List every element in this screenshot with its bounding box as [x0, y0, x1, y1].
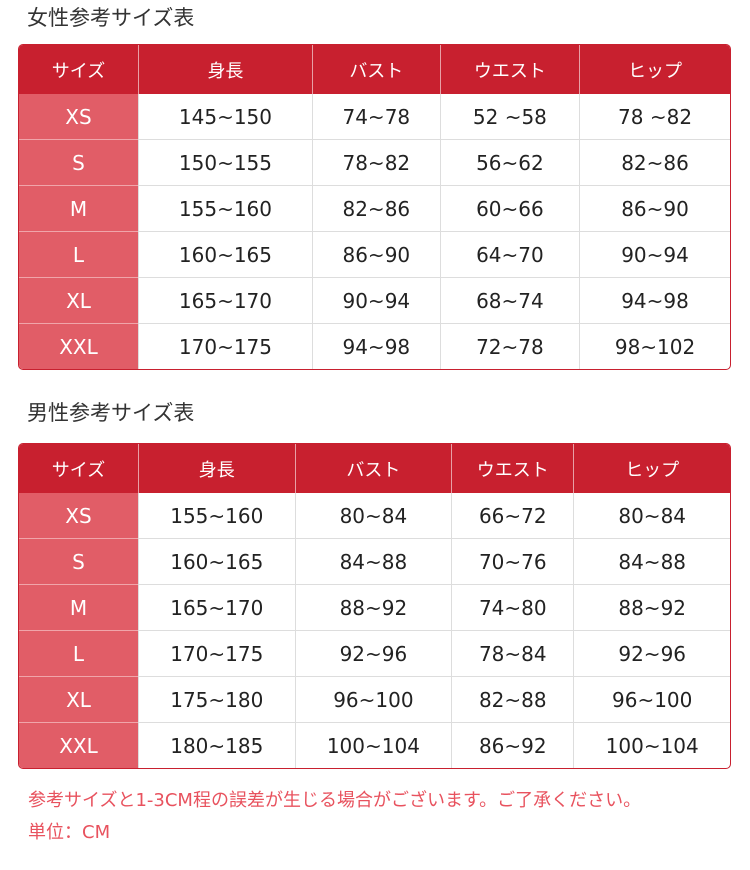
measurement-cell: 74~78 [311, 94, 440, 139]
measurement-cell: 155~160 [138, 493, 295, 538]
table-row: XL 175~180 96~100 82~88 96~100 [19, 676, 730, 722]
measurement-cell: 175~180 [138, 676, 295, 722]
measurement-cell: 82~86 [579, 139, 730, 185]
measurement-cell: 90~94 [311, 277, 440, 323]
column-header: サイズ [19, 45, 138, 94]
size-cell: M [19, 185, 138, 231]
measurement-cell: 165~170 [138, 584, 295, 630]
table-row: XS 155~160 80~84 66~72 80~84 [19, 493, 730, 538]
size-cell: S [19, 139, 138, 185]
measurement-cell: 56~62 [439, 139, 580, 185]
table-row: XS 145~150 74~78 52 ~58 78 ~82 [19, 94, 730, 139]
header-row: サイズ 身長 バスト ウエスト ヒップ [19, 444, 730, 493]
size-cell: XS [19, 94, 138, 139]
measurement-cell: 80~84 [294, 493, 452, 538]
measurement-cell: 96~100 [294, 676, 452, 722]
measurement-cell: 94~98 [311, 323, 440, 369]
measurement-cell: 72~78 [439, 323, 580, 369]
size-cell: XL [19, 676, 138, 722]
measurement-cell: 82~86 [311, 185, 440, 231]
measurement-cell: 88~92 [294, 584, 452, 630]
column-header: ヒップ [573, 444, 730, 493]
measurement-cell: 78~84 [451, 630, 574, 676]
measurement-cell: 145~150 [138, 94, 312, 139]
table-row: S 160~165 84~88 70~76 84~88 [19, 538, 730, 584]
women-size-chart-title: 女性参考サイズ表 [27, 6, 195, 30]
measurement-cell: 88~92 [573, 584, 730, 630]
column-header: 身長 [138, 444, 295, 493]
table-row: L 160~165 86~90 64~70 90~94 [19, 231, 730, 277]
column-header: ウエスト [439, 45, 580, 94]
column-header: ヒップ [579, 45, 730, 94]
size-cell: XXL [19, 722, 138, 768]
measurement-cell: 86~90 [579, 185, 730, 231]
measurement-cell: 160~165 [138, 231, 312, 277]
measurement-cell: 78 ~82 [579, 94, 730, 139]
measurement-cell: 86~90 [311, 231, 440, 277]
measurement-cell: 90~94 [579, 231, 730, 277]
measurement-cell: 82~88 [451, 676, 574, 722]
size-cell: XL [19, 277, 138, 323]
measurement-cell: 78~82 [311, 139, 440, 185]
measurement-cell: 170~175 [138, 323, 312, 369]
measurement-cell: 100~104 [573, 722, 730, 768]
measurement-cell: 92~96 [573, 630, 730, 676]
measurement-cell: 84~88 [294, 538, 452, 584]
table-row: L 170~175 92~96 78~84 92~96 [19, 630, 730, 676]
disclaimer-note: 参考サイズと1-3CM程の誤差が生じる場合がございます。ご了承ください。 [28, 790, 642, 811]
table-row: S 150~155 78~82 56~62 82~86 [19, 139, 730, 185]
measurement-cell: 150~155 [138, 139, 312, 185]
size-cell: XS [19, 493, 138, 538]
table-row: XXL 170~175 94~98 72~78 98~102 [19, 323, 730, 369]
size-cell: XXL [19, 323, 138, 369]
size-cell: L [19, 630, 138, 676]
column-header: 身長 [138, 45, 312, 94]
measurement-cell: 180~185 [138, 722, 295, 768]
measurement-cell: 170~175 [138, 630, 295, 676]
measurement-cell: 160~165 [138, 538, 295, 584]
size-cell: L [19, 231, 138, 277]
measurement-cell: 64~70 [439, 231, 580, 277]
unit-note: 単位：CM [28, 822, 111, 843]
size-cell: M [19, 584, 138, 630]
table-row: M 155~160 82~86 60~66 86~90 [19, 185, 730, 231]
measurement-cell: 60~66 [439, 185, 580, 231]
measurement-cell: 52 ~58 [439, 94, 579, 139]
column-header: サイズ [19, 444, 138, 493]
measurement-cell: 84~88 [573, 538, 730, 584]
measurement-cell: 96~100 [573, 676, 730, 722]
table-row: XXL 180~185 100~104 86~92 100~104 [19, 722, 730, 768]
table-row: XL 165~170 90~94 68~74 94~98 [19, 277, 730, 323]
measurement-cell: 100~104 [294, 722, 452, 768]
men-size-table: サイズ 身長 バスト ウエスト ヒップ XS 155~160 80~84 66~72 80~84 S… [18, 443, 731, 769]
measurement-cell: 86~92 [451, 722, 574, 768]
column-header: バスト [311, 45, 440, 94]
women-size-table: サイズ 身長 バスト ウエスト ヒップ XS 145~150 74~78 52 ~58 78 ~8… [18, 44, 731, 370]
column-header: バスト [294, 444, 452, 493]
column-header: ウエスト [451, 444, 574, 493]
measurement-cell: 94~98 [579, 277, 730, 323]
measurement-cell: 92~96 [294, 630, 452, 676]
measurement-cell: 165~170 [138, 277, 312, 323]
measurement-cell: 98~102 [579, 323, 730, 369]
measurement-cell: 66~72 [451, 493, 573, 538]
table-row: M 165~170 88~92 74~80 88~92 [19, 584, 730, 630]
measurement-cell: 74~80 [451, 584, 574, 630]
size-cell: S [19, 538, 138, 584]
men-size-chart-title: 男性参考サイズ表 [27, 401, 195, 425]
measurement-cell: 68~74 [439, 277, 580, 323]
header-row: サイズ 身長 バスト ウエスト ヒップ [19, 45, 730, 94]
measurement-cell: 80~84 [573, 493, 730, 538]
measurement-cell: 70~76 [451, 538, 574, 584]
measurement-cell: 155~160 [138, 185, 312, 231]
